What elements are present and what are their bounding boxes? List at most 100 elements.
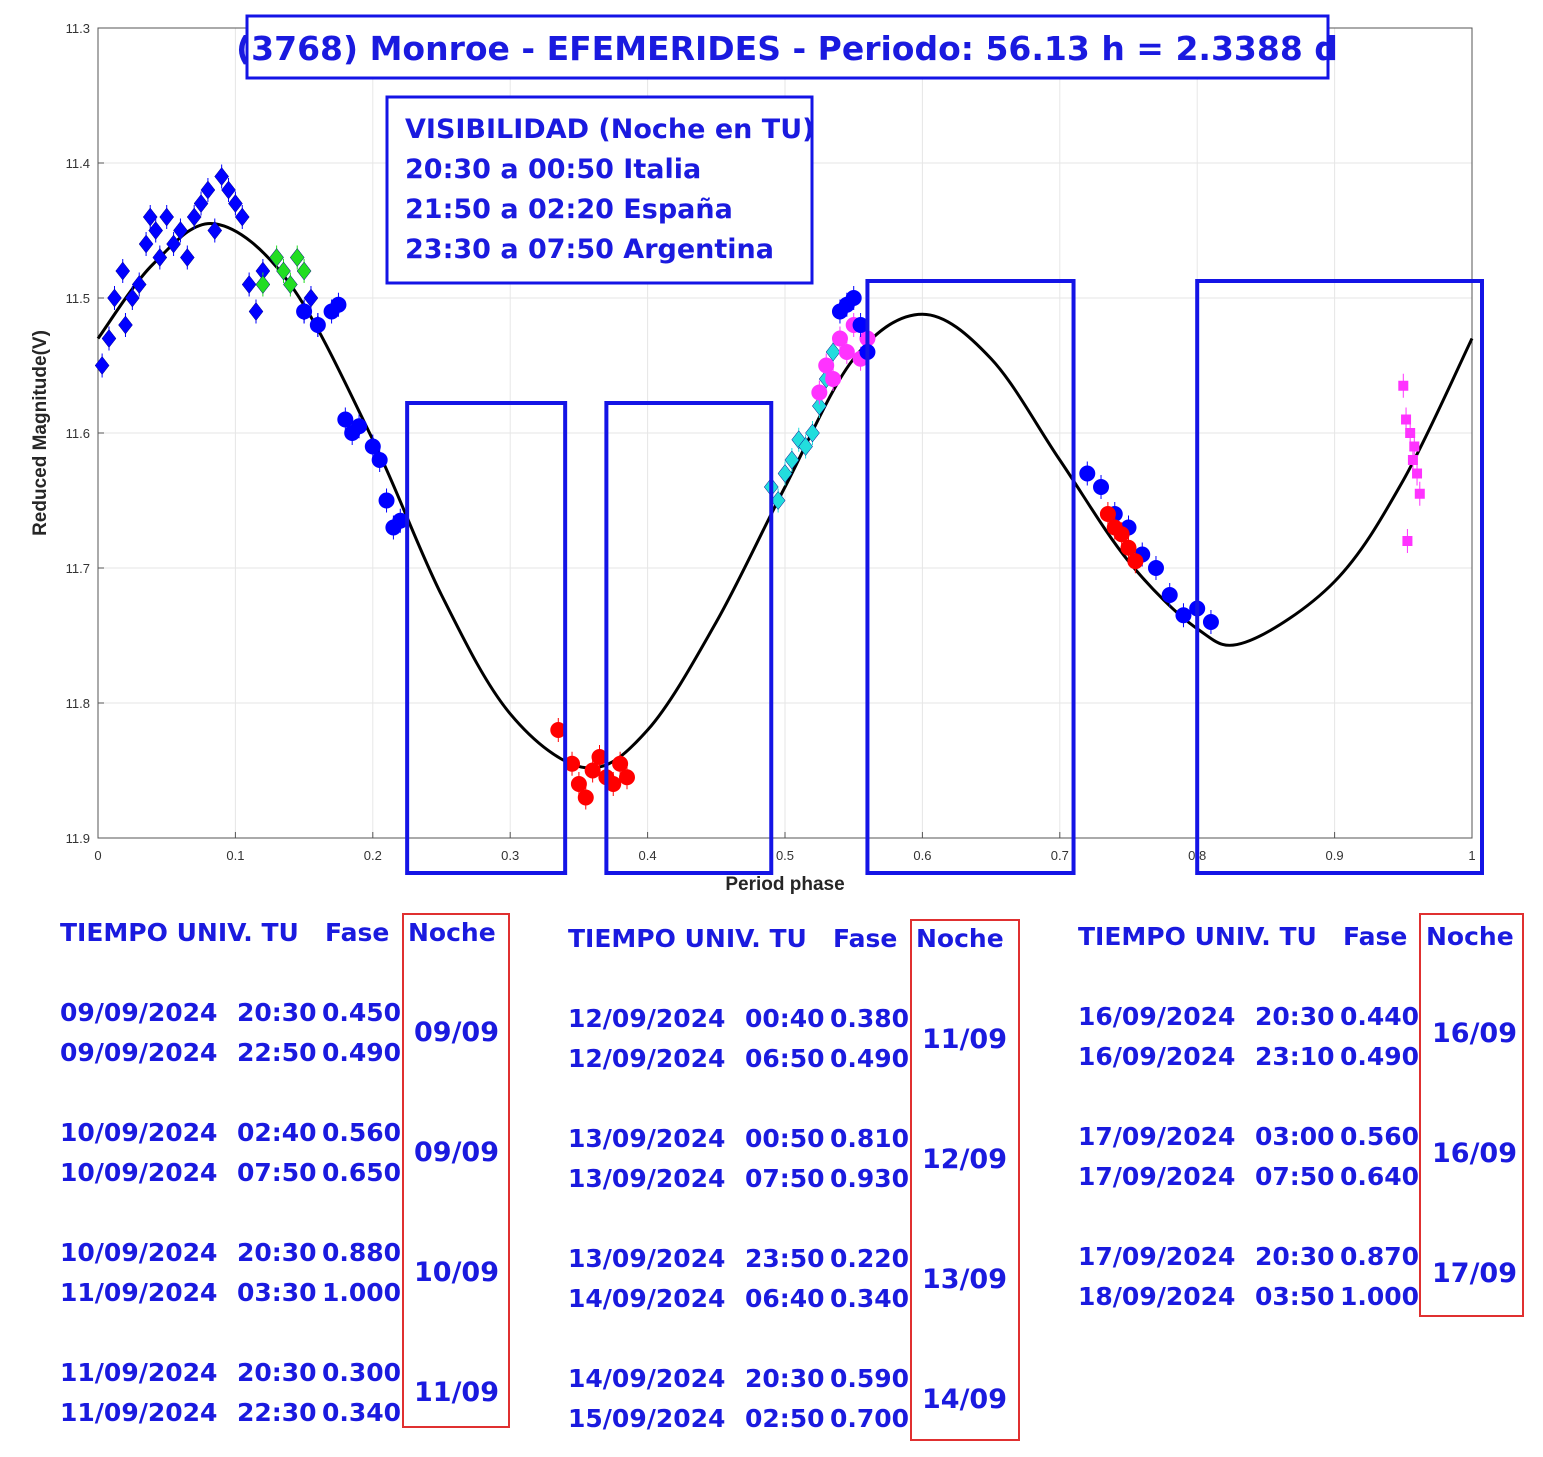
table-row-date: 14/09/2024 [568, 1364, 726, 1393]
data-point [1202, 614, 1219, 630]
table-row-date: 12/09/2024 [568, 1044, 726, 1073]
table-row-date: 18/09/2024 [1078, 1282, 1236, 1311]
y-tick-label: 11.8 [66, 696, 90, 711]
table-row-date: 13/09/2024 [568, 1124, 726, 1153]
data-point [200, 180, 216, 200]
table-row-time: 20:30 [237, 1358, 317, 1387]
data-point [805, 423, 820, 443]
table-row-phase: 0.640 [1340, 1162, 1420, 1191]
table-row-time: 03:50 [1255, 1282, 1335, 1311]
data-point [1120, 539, 1137, 556]
data-point [351, 418, 368, 435]
table-row-time: 06:40 [745, 1284, 825, 1313]
data-point [234, 207, 250, 227]
night-column-box [1419, 913, 1524, 1317]
data-point [777, 464, 793, 483]
table-row-time: 20:30 [1255, 1242, 1335, 1271]
visibility-argentina: 23:30 a 07:50 Argentina [405, 234, 774, 265]
table-row-date: 09/09/2024 [60, 1038, 218, 1067]
data-point [1113, 526, 1130, 543]
table-row-time: 03:30 [237, 1278, 317, 1307]
table-row-phase: 0.870 [1340, 1242, 1420, 1271]
data-point [1147, 560, 1164, 576]
x-tick-label: 0.5 [776, 848, 794, 863]
table-header-phase: Fase [1343, 922, 1408, 951]
data-point [1127, 553, 1144, 570]
observing-window-box [405, 401, 568, 875]
x-tick-label: 0.2 [364, 848, 382, 863]
x-tick-label: 0.9 [1326, 848, 1344, 863]
table-row-phase: 0.220 [830, 1244, 910, 1273]
visibility-title: VISIBILIDAD (Noche en TU) [405, 114, 814, 145]
table-row-date: 12/09/2024 [568, 1004, 726, 1033]
x-tick-label: 1 [1468, 848, 1475, 863]
table-row-time: 07:50 [1255, 1162, 1335, 1191]
data-point [330, 296, 347, 313]
data-point [193, 194, 209, 213]
data-point [94, 356, 110, 375]
title-box [245, 14, 1330, 80]
x-tick-label: 0.7 [1051, 848, 1069, 863]
table-header-phase: Fase [325, 918, 390, 947]
data-point [1093, 479, 1110, 495]
table-row-phase: 0.490 [1340, 1042, 1420, 1071]
table-row-date: 09/09/2024 [60, 998, 218, 1027]
data-point [214, 167, 229, 186]
visibility-box [385, 95, 814, 285]
data-point [159, 207, 175, 227]
table-row-phase: 0.490 [830, 1044, 910, 1073]
data-point [1409, 441, 1420, 452]
table-row-time: 20:30 [1255, 1002, 1335, 1031]
y-tick-label: 11.9 [66, 831, 90, 846]
data-point [831, 330, 848, 347]
table-row-time: 20:30 [745, 1364, 825, 1393]
ephemeris-table-2: TIEMPO UNIV. TU Fase Noche 12/09/2024 00… [568, 919, 1028, 1444]
table-row-date: 17/09/2024 [1078, 1122, 1236, 1151]
data-point [1407, 455, 1418, 465]
ephemeris-table-1: TIEMPO UNIV. TU Fase Noche 09/09/2024 20… [60, 913, 520, 1438]
table-header-time: TIEMPO UNIV. TU [568, 924, 807, 953]
table-header-time: TIEMPO UNIV. TU [1078, 922, 1317, 951]
data-point [269, 248, 284, 267]
table-row-date: 17/09/2024 [1078, 1162, 1236, 1191]
data-point [845, 290, 862, 306]
table-row-phase: 0.490 [322, 1038, 402, 1067]
data-point [818, 357, 835, 374]
table-row-time: 02:50 [745, 1404, 825, 1433]
table-row-phase: 0.560 [322, 1118, 402, 1147]
y-tick-label: 11.7 [66, 561, 90, 576]
data-point [125, 288, 140, 308]
table-row-phase: 0.930 [830, 1164, 910, 1193]
data-point [1079, 465, 1096, 482]
table-row-time: 03:00 [1255, 1122, 1335, 1151]
data-point [228, 194, 243, 213]
data-point [186, 207, 202, 227]
night-value: 11/09 [922, 1024, 1008, 1055]
data-point [577, 789, 594, 806]
x-tick-label: 0.3 [501, 848, 519, 863]
x-tick-label: 0.4 [639, 848, 657, 863]
x-tick-label: 0.6 [913, 848, 931, 863]
x-tick-label: 0.1 [226, 848, 244, 863]
table-row-date: 10/09/2024 [60, 1158, 218, 1187]
data-point [255, 275, 271, 294]
y-tick-label: 11.5 [66, 291, 90, 306]
observing-window-box [604, 401, 774, 875]
data-point [1175, 607, 1192, 624]
table-row-date: 14/09/2024 [568, 1284, 726, 1313]
table-row-time: 20:30 [237, 1238, 317, 1267]
data-point [584, 762, 601, 779]
data-point [1405, 428, 1416, 438]
y-tick-label: 11.3 [66, 21, 90, 36]
table-row-time: 23:50 [745, 1244, 825, 1273]
light-curve-chart: 0 0.1 0.2 0.3 0.4 0.5 0.6 0.7 0.8 0.9 111.311.411.… [30, 14, 1484, 895]
table-row-date: 11/09/2024 [60, 1398, 218, 1427]
x-axis-label: Period phase [725, 874, 844, 895]
chart-title: (3768) Monroe - EFEMERIDES - Periodo: 56… [236, 29, 1338, 68]
night-value: 13/09 [922, 1264, 1008, 1295]
data-point [1412, 468, 1423, 479]
table-row-phase: 1.000 [322, 1278, 402, 1307]
data-point [115, 261, 131, 281]
data-point [221, 180, 236, 200]
night-value: 12/09 [922, 1144, 1008, 1175]
